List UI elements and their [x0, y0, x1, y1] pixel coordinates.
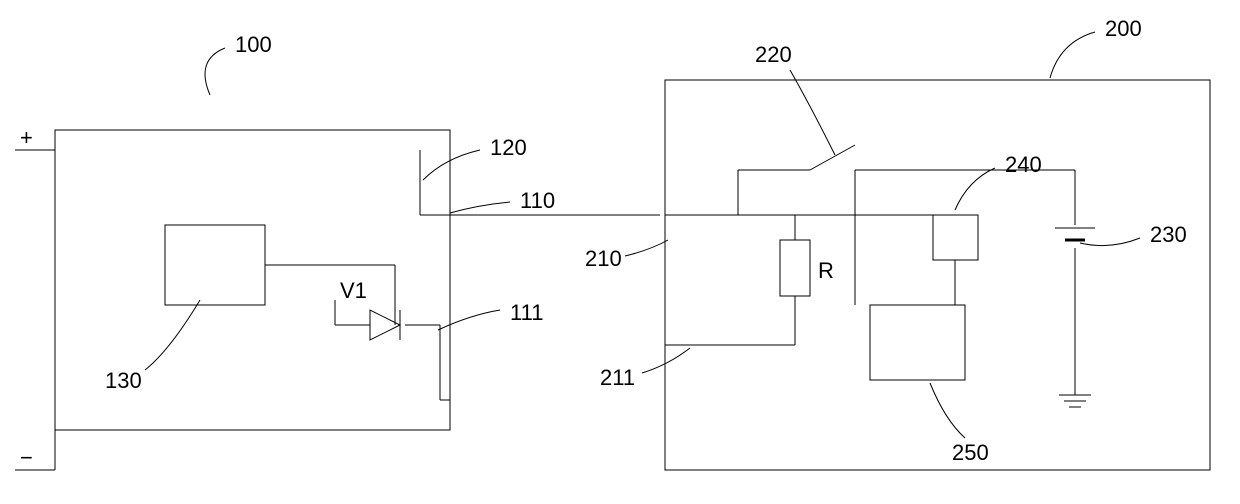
block-250 — [870, 305, 965, 380]
ref-100-leader — [205, 48, 225, 95]
plus-label: + — [20, 125, 33, 150]
ref-130-label: 130 — [105, 368, 142, 393]
resistor-r — [780, 240, 810, 296]
block-200 — [665, 80, 1210, 470]
ref-210-leader — [625, 240, 668, 256]
ref-130-leader — [145, 300, 200, 370]
ref-220-leader — [790, 70, 835, 155]
ref-111-label: 111 — [510, 300, 543, 325]
ref-220-label: 220 — [755, 42, 792, 67]
line-switchOpen — [810, 145, 855, 170]
ref-111-leader — [438, 310, 500, 330]
ref-240-label: 240 — [1005, 152, 1042, 177]
block-130 — [165, 225, 265, 305]
ref-210-label: 210 — [585, 246, 622, 271]
ref-240-leader — [955, 168, 995, 210]
ref-230-leader — [1080, 238, 1140, 246]
minus-label: − — [20, 445, 33, 470]
ref-120-leader — [423, 150, 480, 180]
v1-label: V1 — [340, 278, 367, 303]
ref-250-leader — [930, 383, 965, 438]
ref-211-leader — [642, 348, 690, 373]
ref-110-leader — [450, 202, 510, 213]
ref-100-label: 100 — [235, 32, 272, 57]
ref-200-label: 200 — [1105, 16, 1142, 41]
ref-110-label: 110 — [520, 188, 555, 213]
r-label: R — [818, 258, 834, 283]
ref-211-label: 211 — [600, 365, 635, 390]
block-240 — [933, 215, 978, 260]
ref-200-leader — [1050, 32, 1095, 78]
ref-120-label: 120 — [490, 135, 527, 160]
ref-250-label: 250 — [952, 440, 989, 465]
ref-230-label: 230 — [1150, 222, 1187, 247]
